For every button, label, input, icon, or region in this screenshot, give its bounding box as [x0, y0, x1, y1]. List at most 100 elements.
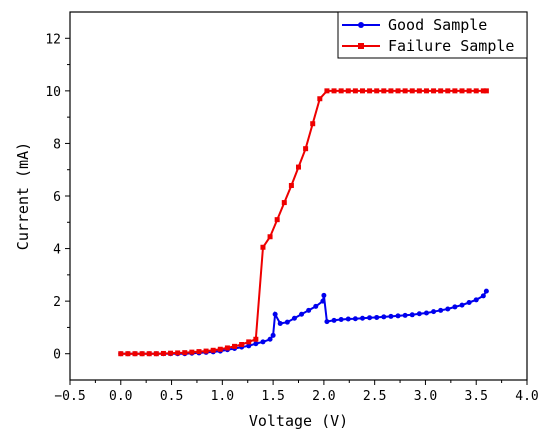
data-point-failure-sample [246, 339, 252, 345]
data-point-good-sample [423, 310, 429, 316]
data-point-failure-sample [345, 88, 351, 94]
x-tick-label: 1.5 [261, 389, 284, 404]
data-point-good-sample [291, 315, 297, 321]
data-point-good-sample [359, 315, 365, 321]
data-point-failure-sample [296, 164, 301, 170]
data-point-good-sample [270, 332, 276, 338]
data-point-failure-sample [260, 244, 266, 250]
data-point-failure-sample [310, 121, 316, 127]
data-point-failure-sample [203, 348, 209, 354]
x-tick-label: 2.5 [363, 389, 386, 404]
y-tick-label: 6 [53, 190, 61, 205]
data-point-good-sample [452, 304, 458, 310]
data-point-failure-sample [388, 88, 394, 94]
data-point-good-sample [331, 317, 337, 323]
data-point-failure-sample [480, 88, 486, 94]
data-point-failure-sample [118, 351, 124, 357]
series-line-good-sample [120, 290, 488, 355]
data-point-failure-sample [253, 336, 259, 342]
legend-label-good-sample: Good Sample [388, 16, 487, 34]
data-point-good-sample [272, 311, 278, 317]
legend-marker-good-sample [358, 22, 364, 28]
data-point-good-sample [459, 302, 465, 308]
data-point-good-sample [416, 311, 422, 317]
data-point-failure-sample [431, 88, 437, 94]
data-point-failure-sample [239, 342, 245, 348]
data-point-good-sample [388, 313, 394, 319]
data-point-good-sample [260, 339, 266, 345]
x-tick-label: 3.5 [464, 389, 487, 404]
data-point-failure-sample [416, 88, 422, 94]
data-point-good-sample [321, 292, 327, 298]
data-point-failure-sample [168, 350, 174, 356]
data-point-good-sample [431, 309, 437, 315]
data-point-failure-sample [160, 350, 166, 356]
data-point-failure-sample [217, 346, 223, 352]
data-point-failure-sample [175, 350, 181, 356]
legend-box [337, 11, 528, 59]
data-point-failure-sample [374, 88, 380, 94]
data-point-failure-sample [395, 88, 401, 94]
data-point-good-sample [267, 336, 273, 342]
data-point-good-sample [367, 315, 373, 321]
data-point-failure-sample [125, 351, 131, 357]
data-point-failure-sample [288, 182, 294, 188]
x-tick-label: 0.5 [160, 389, 183, 404]
data-point-good-sample [480, 293, 486, 299]
data-point-failure-sample [281, 200, 287, 206]
data-point-failure-sample [139, 351, 145, 357]
data-point-failure-sample [466, 88, 472, 94]
data-point-failure-sample [324, 88, 330, 94]
data-point-good-sample [402, 312, 408, 318]
data-point-failure-sample [483, 88, 489, 94]
legend-marker-failure-sample [358, 43, 364, 49]
data-point-good-sample [445, 306, 451, 312]
data-point-good-sample [395, 313, 401, 319]
data-point-failure-sample [303, 146, 309, 152]
data-point-failure-sample [452, 88, 458, 94]
y-tick-label: 4 [53, 243, 61, 258]
data-point-failure-sample [445, 88, 451, 94]
data-point-failure-sample [182, 350, 188, 356]
y-tick-label: 10 [45, 85, 61, 100]
data-point-failure-sample [153, 351, 159, 357]
data-point-good-sample [345, 316, 351, 322]
data-point-failure-sample [196, 349, 202, 355]
data-point-failure-sample [232, 343, 238, 349]
data-point-good-sample [466, 299, 472, 305]
legend-label-failure-sample: Failure Sample [388, 37, 514, 55]
data-point-failure-sample [338, 88, 344, 94]
data-point-failure-sample [352, 88, 358, 94]
data-point-failure-sample [267, 234, 273, 240]
data-point-good-sample [253, 341, 259, 347]
data-point-good-sample [352, 316, 358, 322]
data-point-failure-sample [359, 88, 365, 94]
x-tick-label: 2.0 [312, 389, 335, 404]
data-point-failure-sample [274, 217, 280, 223]
plot-frame [69, 11, 528, 381]
data-point-good-sample [284, 319, 290, 325]
data-point-good-sample [438, 307, 444, 313]
data-point-failure-sample [438, 88, 444, 94]
y-tick-label: 2 [53, 295, 61, 310]
data-point-good-sample [473, 297, 479, 303]
data-point-good-sample [324, 319, 330, 325]
data-point-failure-sample [189, 349, 195, 355]
x-tick-label: 1.0 [211, 389, 234, 404]
x-tick-label: −0.5 [54, 389, 85, 404]
data-point-good-sample [277, 320, 283, 326]
data-point-good-sample [299, 311, 305, 317]
data-point-failure-sample [132, 351, 138, 357]
data-point-good-sample [374, 314, 380, 320]
data-point-good-sample [246, 343, 252, 349]
data-point-failure-sample [473, 88, 479, 94]
data-point-failure-sample [224, 345, 230, 351]
data-point-good-sample [313, 303, 319, 309]
x-tick-label: 3.0 [414, 389, 437, 404]
y-tick-label: 8 [53, 137, 61, 152]
data-point-failure-sample [409, 88, 415, 94]
data-point-failure-sample [210, 347, 216, 353]
data-point-good-sample [483, 288, 489, 294]
data-point-good-sample [409, 312, 415, 318]
